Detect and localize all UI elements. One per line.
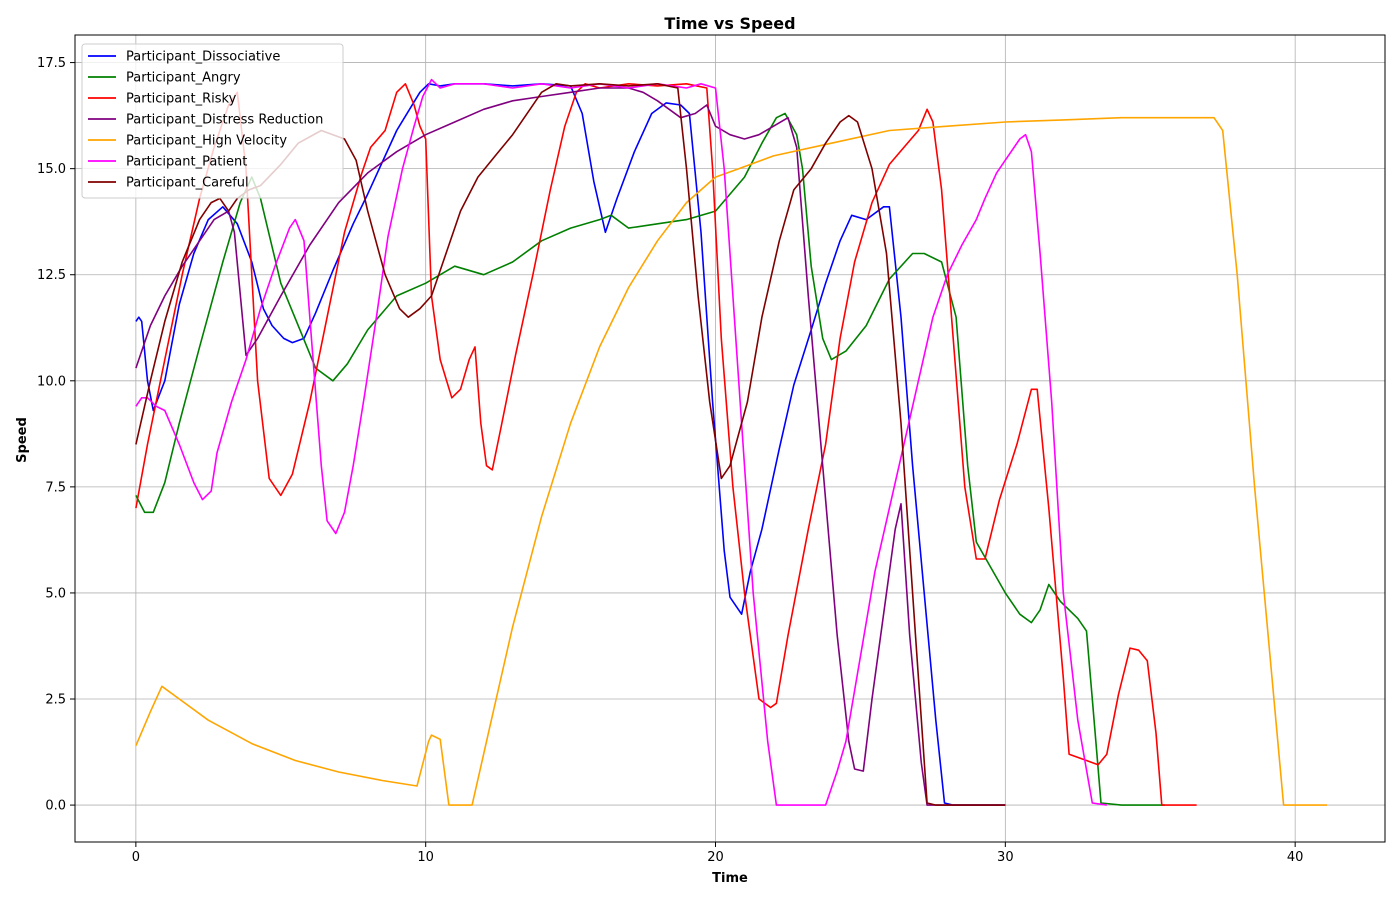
series-lines [135, 78, 1327, 806]
chart-title: Time vs Speed [664, 14, 795, 33]
y-tick-label: 10.0 [37, 374, 66, 389]
y-tick-label: 0.0 [45, 799, 66, 814]
legend-entry: Participant_Angry [126, 71, 241, 86]
axis-ticks: 0 10 20 30 40 0.0 2.5 5.0 7.5 10.0 12.5 15.0 17.5 [37, 56, 1303, 865]
legend-entry: Participant_Careful [126, 176, 249, 191]
legend-entry: Participant_Distress Reduction [126, 113, 323, 128]
x-tick-label: 30 [997, 850, 1014, 865]
y-tick-label: 15.0 [37, 162, 66, 177]
series-line-participant-high-velocity [135, 116, 1327, 806]
x-tick-label: 0 [132, 850, 140, 865]
x-tick-label: 10 [417, 850, 434, 865]
legend-entry: Participant_High Velocity [126, 134, 287, 149]
x-tick-label: 40 [1287, 850, 1304, 865]
y-tick-label: 12.5 [37, 268, 66, 283]
legend-box [81, 43, 344, 199]
series-line-participant-dissociative [135, 83, 1006, 806]
y-tick-label: 7.5 [45, 480, 66, 495]
x-axis-title: Time [712, 871, 748, 886]
y-tick-label: 2.5 [45, 693, 66, 708]
legend-entry: Participant_Patient [126, 155, 247, 170]
y-tick-label: 5.0 [45, 586, 66, 601]
y-tick-label: 17.5 [37, 56, 66, 71]
series-line-participant-patient [135, 78, 1107, 806]
x-tick-label: 20 [707, 850, 724, 865]
legend-entry: Participant_Risky [126, 92, 237, 107]
series-line-participant-risky [135, 83, 1197, 806]
plot-area-frame [74, 34, 1386, 843]
y-axis-title: Speed [15, 417, 30, 463]
legend: Participant_Dissociative Participant_Angr… [81, 43, 344, 199]
legend-entry: Participant_Dissociative [126, 50, 280, 65]
series-line-participant-angry [135, 112, 1165, 806]
